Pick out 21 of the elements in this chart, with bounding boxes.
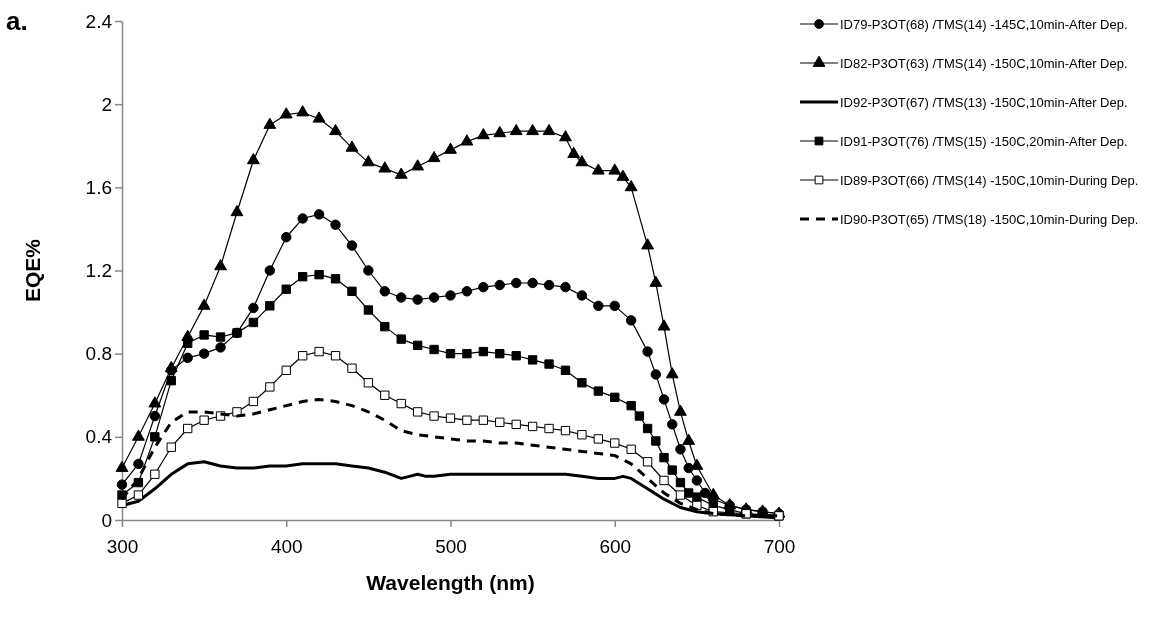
legend-label: ID79-P3OT(68) /TMS(14) -145C,10min-After Dep. <box>840 17 1128 32</box>
y-tick-label: 2 <box>101 93 112 115</box>
x-tick-label: 700 <box>763 535 796 557</box>
legend-label: ID91-P3OT(76) /TMS(15) -150C,20min-After Dep. <box>840 134 1128 149</box>
legend-label: ID82-P3OT(63) /TMS(14) -150C,10min-After Dep. <box>840 56 1128 71</box>
x-tick-label: 300 <box>106 535 139 557</box>
x-tick-label: 500 <box>435 535 467 557</box>
x-tick-label: 600 <box>599 535 632 557</box>
x-tick-label: 400 <box>270 535 303 557</box>
legend-label: ID90-P3OT(65) /TMS(18) -150C,10min-During Dep. <box>840 212 1139 227</box>
y-tick-label: 0 <box>101 509 112 531</box>
legend-label: ID92-P3OT(67) /TMS(13) -150C,10min-After Dep. <box>840 95 1128 110</box>
y-tick-label: 1.2 <box>85 260 112 282</box>
y-tick-label: 0.8 <box>85 343 112 365</box>
legend-label: ID89-P3OT(66) /TMS(14) -150C,10min-During Dep. <box>840 173 1139 188</box>
y-tick-label: 2.4 <box>85 10 113 32</box>
y-axis-title: EQE% <box>21 238 44 303</box>
y-tick-label: 0.4 <box>85 426 113 448</box>
y-tick-label: 1.6 <box>85 176 112 198</box>
text: a. <box>6 6 28 36</box>
x-axis-title: Wavelength (nm) <box>366 571 535 594</box>
